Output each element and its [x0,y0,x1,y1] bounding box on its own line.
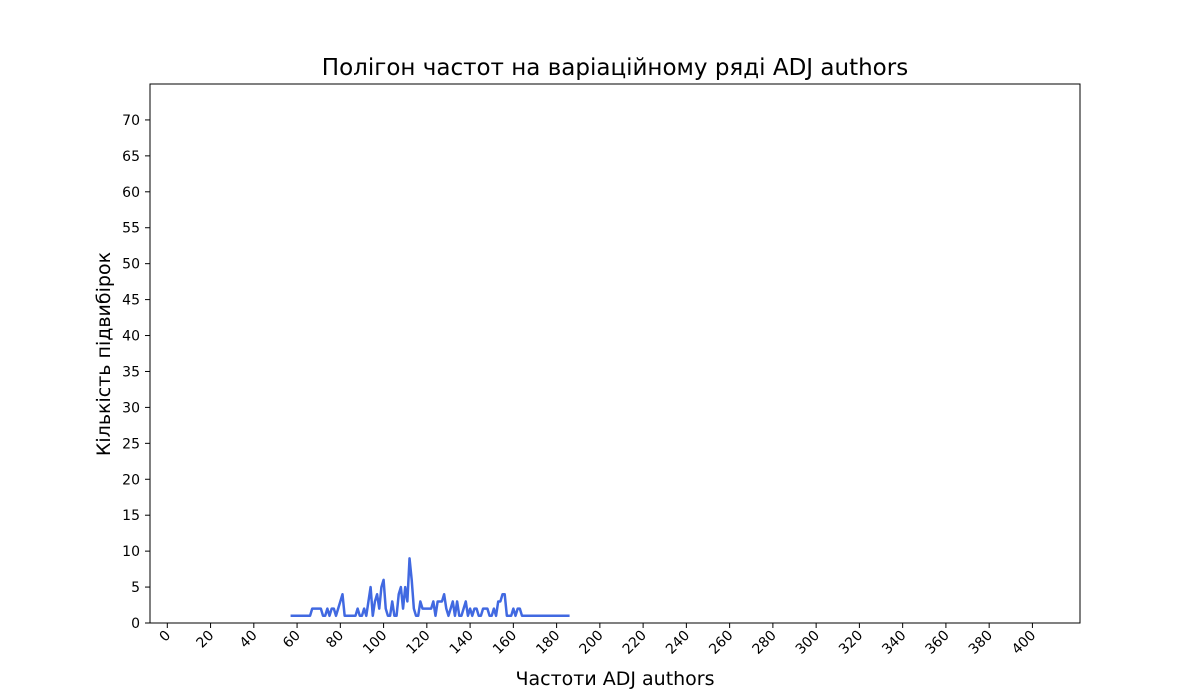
x-tick-label: 20 [193,628,217,652]
y-tick-label: 15 [122,508,140,524]
x-tick-label: 360 [923,628,953,658]
y-tick-label: 35 [122,364,140,380]
x-tick-label: 120 [403,628,433,658]
y-tick-label: 40 [122,329,140,345]
x-tick-label: 40 [237,628,261,652]
plot-area [149,83,1081,624]
x-tick-label: 340 [879,628,909,658]
y-tick-label: 55 [122,221,140,237]
x-tick-label: 320 [836,628,866,658]
x-tick-label: 80 [323,628,347,652]
x-tick-label: 0 [157,628,175,646]
y-tick-label: 30 [122,400,140,416]
y-tick-label: 65 [122,149,140,165]
x-tick-label: 380 [966,628,996,658]
y-axis: 0 5 10 15 20 25 30 35 40 45 50 55 60 65 70 [122,113,150,632]
x-tick-label: 160 [490,628,520,658]
y-tick-label: 5 [131,580,140,596]
y-tick-label: 20 [122,472,140,488]
x-tick-label: 240 [663,628,693,658]
x-axis: 0 20 40 60 80 100 120 140 160 180 200 220 240 260 280 3… [157,623,1039,658]
x-tick-label: 400 [1009,628,1039,658]
chart-title: Полігон частот на варіаційному ряді ADJ … [322,55,908,81]
y-tick-label: 25 [122,436,140,452]
x-tick-label: 280 [749,628,779,658]
y-tick-label: 10 [122,544,140,560]
x-tick-label: 220 [620,628,650,658]
y-tick-label: 60 [122,185,140,201]
series-layer [290,557,570,618]
y-tick-label: 50 [122,257,140,273]
x-tick-label: 100 [360,628,390,658]
y-tick-label: 70 [122,113,140,129]
x-tick-label: 60 [280,628,304,652]
y-tick-label: 45 [122,293,140,309]
y-tick-label: 0 [131,616,140,632]
x-tick-label: 180 [533,628,563,658]
y-axis-label: Кількість підвибірок [93,252,115,456]
x-tick-label: 260 [706,628,736,658]
x-tick-label: 140 [447,628,477,658]
x-axis-label: Частоти ADJ authors [515,668,714,690]
x-tick-label: 300 [793,628,823,658]
series-line-0 [290,557,570,618]
x-tick-label: 200 [576,628,606,658]
